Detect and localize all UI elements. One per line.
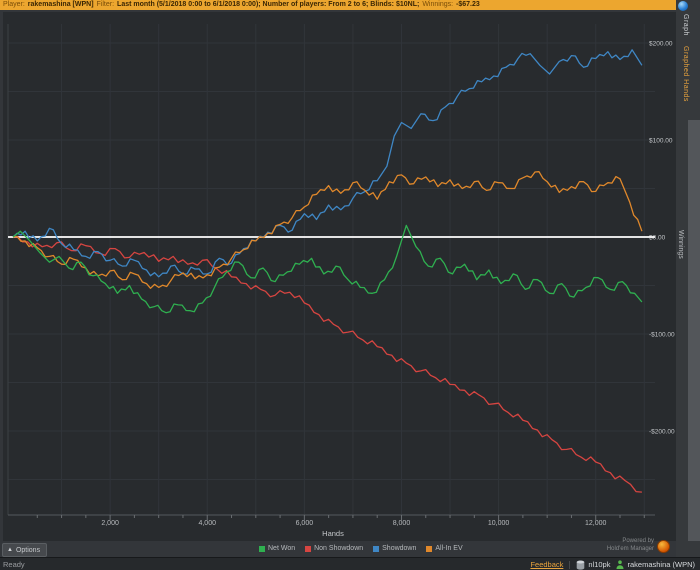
svg-text:4,000: 4,000 <box>198 520 216 527</box>
svg-text:2,000: 2,000 <box>101 520 119 527</box>
filter-summary-bar: Player: rakemashina [WPN] Filter: Last mont… <box>0 0 676 10</box>
filter-value: Last month (5/1/2018 0:00 to 6/1/2018 0:… <box>117 1 420 8</box>
legend-item-showdown[interactable]: Showdown <box>373 545 416 552</box>
strip-filler <box>688 120 700 541</box>
status-bar: Ready Feedback nl10pk rakemashina (WPN) <box>0 557 700 570</box>
legend-item-non-showdown[interactable]: Non Showdown <box>305 545 363 552</box>
legend-swatch <box>373 545 380 552</box>
winnings-value: -$67.23 <box>456 1 480 8</box>
legend-label: Net Won <box>268 545 296 552</box>
winnings-graph-panel: 2,000 4,000 6,000 8,000 10,000 12,000 $200.00 $… <box>3 12 676 541</box>
tab-graphed-hands[interactable]: Graphed Hands <box>682 46 689 102</box>
legend-item-all-in-ev[interactable]: All-In EV <box>426 545 463 552</box>
options-button-label: Options <box>15 546 41 554</box>
winnings-label: Winnings: <box>422 1 454 8</box>
legend-label: Non Showdown <box>314 545 364 552</box>
holdem-manager-logo-icon <box>657 540 670 553</box>
filter-label: Filter: <box>96 1 115 8</box>
legend-label: Showdown <box>382 545 417 552</box>
powered-by-line2: Hold'em Manager <box>606 546 654 552</box>
svg-text:Hands: Hands <box>322 529 344 538</box>
feedback-link[interactable]: Feedback <box>530 560 564 569</box>
database-selector[interactable]: nl10pk <box>576 560 610 570</box>
legend-swatch <box>426 545 433 552</box>
options-button[interactable]: ▲ Options <box>2 543 48 557</box>
powered-by-line1: Powered by <box>622 538 654 544</box>
svg-text:$200.00: $200.00 <box>649 41 673 48</box>
winnings-chart: 2,000 4,000 6,000 8,000 10,000 12,000 $200.00 $… <box>7 24 675 538</box>
player-icon <box>616 560 624 569</box>
svg-text:$0.00: $0.00 <box>649 235 666 242</box>
legend-item-net-won[interactable]: Net Won <box>259 545 295 552</box>
options-row: ▲ Options <box>0 541 676 557</box>
powered-by-text: Powered by Hold'em Manager <box>607 537 654 553</box>
svg-text:-$200.00: -$200.00 <box>649 429 675 436</box>
svg-text:6,000: 6,000 <box>296 520 314 527</box>
svg-text:8,000: 8,000 <box>393 520 411 527</box>
y-axis-title: Winnings <box>677 230 684 259</box>
chart-legend: Net Won Non Showdown Showdown All-In EV <box>259 545 463 552</box>
svg-text:10,000: 10,000 <box>488 520 510 527</box>
legend-swatch <box>305 545 312 552</box>
tab-graph[interactable]: Graph <box>682 14 689 36</box>
database-name: nl10pk <box>588 560 611 569</box>
player-name: rakemashina (WPN) <box>627 560 695 569</box>
svg-text:12,000: 12,000 <box>585 520 607 527</box>
legend-swatch <box>259 545 265 552</box>
collapse-arrow-icon: ▲ <box>7 547 13 553</box>
player-selector[interactable]: rakemashina (WPN) <box>616 560 695 569</box>
svg-text:-$100.00: -$100.00 <box>649 332 675 339</box>
database-icon <box>577 560 585 570</box>
legend-label: All-In EV <box>435 545 463 552</box>
status-divider <box>569 560 571 569</box>
info-icon[interactable] <box>678 1 688 11</box>
filter-player-value: rakemashina [WPN] <box>27 1 94 8</box>
right-tab-strip: Graph Graphed Hands Winnings <box>676 0 700 557</box>
status-ready: Ready <box>3 560 25 569</box>
svg-text:$100.00: $100.00 <box>649 138 673 145</box>
filter-player-label: Player: <box>3 1 25 8</box>
